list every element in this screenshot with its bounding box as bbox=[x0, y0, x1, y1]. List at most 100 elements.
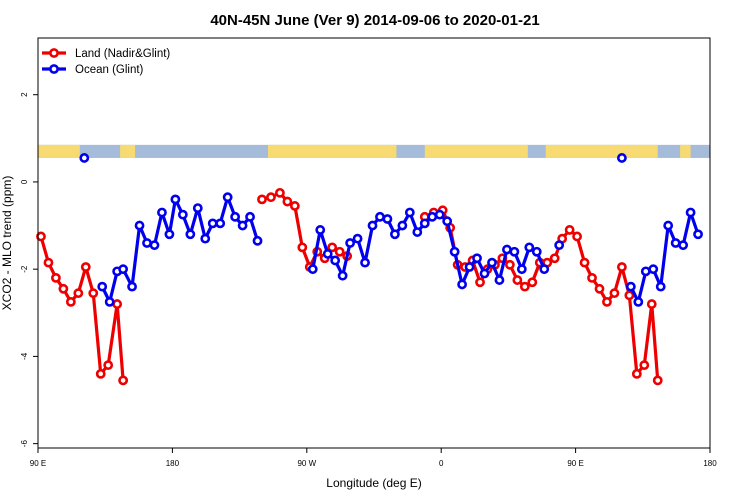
data-point bbox=[512, 275, 523, 285]
data-point bbox=[549, 253, 560, 264]
data-point bbox=[412, 227, 423, 237]
data-point bbox=[442, 216, 453, 227]
data-point bbox=[222, 192, 233, 203]
data-point bbox=[65, 296, 76, 307]
data-point bbox=[215, 218, 226, 229]
data-point bbox=[494, 275, 505, 285]
data-point bbox=[609, 288, 620, 299]
data-point bbox=[509, 246, 520, 257]
series-line bbox=[424, 208, 660, 381]
y-axis-label: XCO2 - MLO trend (ppm) bbox=[0, 176, 14, 311]
data-point bbox=[315, 225, 326, 235]
data-point bbox=[624, 290, 635, 301]
data-point bbox=[142, 238, 152, 248]
data-point bbox=[504, 259, 515, 270]
data-point bbox=[322, 249, 333, 259]
land-band bbox=[424, 144, 528, 158]
data-point bbox=[337, 270, 348, 281]
data-point bbox=[434, 209, 445, 220]
x-tick-label: 90 E bbox=[567, 459, 583, 468]
data-point bbox=[345, 238, 356, 248]
data-point bbox=[464, 262, 475, 272]
data-point bbox=[616, 262, 627, 272]
series-line bbox=[100, 195, 260, 304]
data-point bbox=[157, 207, 167, 218]
data-point bbox=[127, 281, 137, 292]
series-layer bbox=[36, 153, 703, 386]
series-1 bbox=[79, 153, 703, 307]
data-point bbox=[367, 220, 378, 231]
data-point bbox=[587, 272, 597, 283]
series-line bbox=[39, 236, 125, 381]
data-point bbox=[531, 246, 542, 257]
data-point bbox=[112, 299, 123, 309]
data-point bbox=[652, 375, 663, 386]
land-band bbox=[267, 144, 397, 158]
x-tick-label: 180 bbox=[703, 459, 717, 468]
data-point bbox=[670, 238, 681, 248]
data-point bbox=[245, 211, 255, 222]
data-point bbox=[648, 264, 659, 275]
data-point bbox=[297, 242, 308, 253]
data-point bbox=[170, 194, 181, 205]
legend: Land (Nadir&Glint) Ocean (Glint) bbox=[42, 48, 170, 76]
data-point bbox=[118, 264, 129, 275]
data-point bbox=[360, 257, 370, 268]
data-point bbox=[457, 279, 468, 290]
data-point bbox=[36, 231, 46, 242]
data-point bbox=[257, 194, 267, 205]
x-axis-label: Longitude (deg E) bbox=[326, 476, 421, 490]
data-point bbox=[487, 257, 497, 268]
data-point bbox=[134, 220, 145, 231]
data-point bbox=[594, 283, 605, 294]
data-point bbox=[252, 235, 263, 246]
y-tick-label: 2 bbox=[20, 92, 29, 97]
data-point bbox=[266, 192, 276, 203]
data-point bbox=[80, 262, 91, 272]
data-point bbox=[289, 201, 300, 211]
data-point bbox=[237, 220, 248, 231]
data-point bbox=[564, 225, 575, 235]
data-point bbox=[330, 255, 341, 266]
data-point bbox=[524, 242, 535, 253]
data-point bbox=[352, 233, 363, 244]
data-point bbox=[449, 246, 460, 257]
data-point bbox=[307, 264, 318, 275]
data-point bbox=[282, 196, 293, 207]
data-point bbox=[633, 296, 644, 307]
data-point bbox=[149, 240, 160, 251]
data-point bbox=[382, 214, 393, 224]
legend-marker bbox=[49, 64, 59, 74]
data-point bbox=[334, 246, 345, 257]
data-point bbox=[397, 220, 408, 231]
data-point bbox=[43, 257, 54, 268]
data-point bbox=[73, 288, 84, 299]
land-ocean-strip bbox=[38, 144, 710, 158]
data-point bbox=[502, 244, 512, 255]
data-point bbox=[693, 229, 703, 240]
series-line bbox=[629, 210, 700, 304]
legend-label: Ocean (Glint) bbox=[75, 64, 144, 76]
data-point bbox=[519, 281, 530, 292]
data-point bbox=[616, 153, 627, 163]
data-point bbox=[118, 375, 129, 386]
data-point bbox=[663, 220, 674, 231]
data-point bbox=[685, 207, 696, 218]
data-point bbox=[516, 264, 527, 275]
y-tick-label: -6 bbox=[20, 440, 29, 448]
data-point bbox=[404, 207, 415, 218]
x-tick-label: 90 E bbox=[30, 459, 46, 468]
land-band bbox=[545, 144, 658, 158]
data-point bbox=[527, 277, 538, 288]
data-point bbox=[177, 209, 188, 220]
data-point bbox=[479, 268, 490, 279]
y-tick-label: 0 bbox=[20, 179, 29, 184]
data-point bbox=[472, 253, 482, 264]
plot-frame bbox=[37, 37, 711, 449]
y-tick-label: -4 bbox=[20, 352, 29, 360]
data-point bbox=[275, 187, 285, 198]
data-point bbox=[427, 211, 438, 222]
data-point bbox=[95, 368, 106, 379]
data-point bbox=[572, 231, 582, 242]
